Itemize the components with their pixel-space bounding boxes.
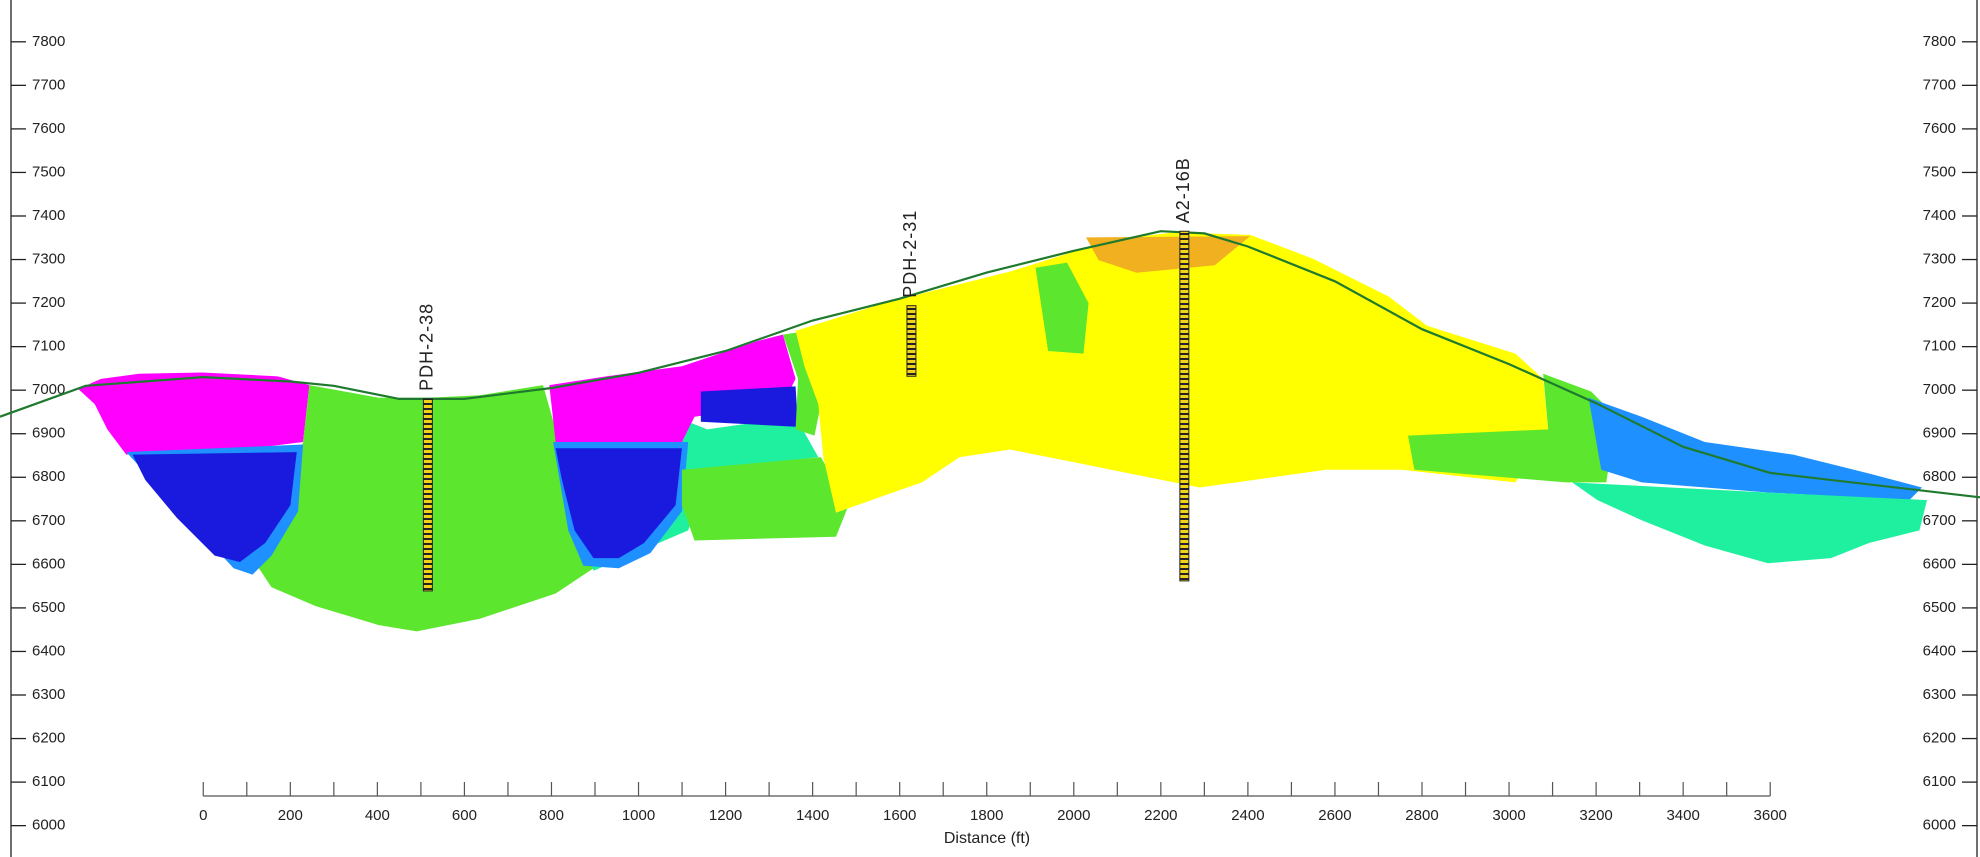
y-tick-label: 7600 — [32, 120, 65, 137]
x-tick-label: 1600 — [883, 807, 916, 824]
y-tick-label: 6600 — [1923, 555, 1956, 572]
zone-green — [1408, 373, 1617, 483]
zone-yellow — [795, 232, 1549, 513]
x-tick-label: 3000 — [1492, 807, 1525, 824]
zone-blue — [555, 448, 682, 559]
y-tick-label: 6200 — [1923, 730, 1956, 747]
y-tick-label: 6500 — [1923, 599, 1956, 616]
x-tick-label: 3600 — [1754, 807, 1787, 824]
y-tick-label: 6100 — [1923, 773, 1956, 790]
x-tick-label: 1200 — [709, 807, 742, 824]
x-tick-label: 2000 — [1057, 807, 1090, 824]
x-tick-label: 1000 — [622, 807, 655, 824]
y-tick-label: 6800 — [32, 468, 65, 485]
x-tick-label: 3200 — [1579, 807, 1612, 824]
zone-blue — [132, 452, 297, 562]
y-tick-label: 6600 — [32, 555, 65, 572]
y-tick-label: 7200 — [1923, 294, 1956, 311]
y-tick-label: 7400 — [1923, 207, 1956, 224]
x-tick-label: 1400 — [796, 807, 829, 824]
zone-orange — [1086, 236, 1251, 273]
drillhole-label: PDH-2-31 — [900, 210, 920, 298]
y-tick-label: 7700 — [32, 76, 65, 93]
drillhole — [1179, 230, 1190, 582]
zone-light-blue — [1588, 397, 1922, 501]
y-tick-label: 7800 — [1923, 33, 1956, 50]
y-tick-label: 7700 — [1923, 76, 1956, 93]
x-tick-label: 2600 — [1318, 807, 1351, 824]
y-tick-label: 6500 — [32, 599, 65, 616]
y-tick-label: 6000 — [32, 817, 65, 834]
y-tick-label: 7400 — [32, 207, 65, 224]
y-tick-label: 6400 — [1923, 642, 1956, 659]
y-tick-label: 7100 — [32, 338, 65, 355]
y-tick-label: 7200 — [32, 294, 65, 311]
zone-teal — [1572, 482, 1928, 564]
x-tick-label: 1800 — [970, 807, 1003, 824]
zone-green — [1035, 262, 1089, 354]
zone-magenta — [549, 334, 796, 442]
y-tick-label: 7500 — [32, 163, 65, 180]
zone-magenta — [78, 372, 310, 455]
y-tick-label: 6300 — [32, 686, 65, 703]
drillhole — [422, 398, 433, 592]
drillhole-label: PDH-2-38 — [417, 303, 437, 391]
zone-green — [681, 457, 849, 541]
y-tick-label: 7800 — [32, 33, 65, 50]
y-tick-label: 6400 — [32, 642, 65, 659]
y-tick-label: 7000 — [32, 381, 65, 398]
y-tick-label: 6000 — [1923, 817, 1956, 834]
x-axis-title: Distance (ft) — [944, 830, 1030, 847]
x-tick-label: 600 — [452, 807, 477, 824]
y-tick-label: 7100 — [1923, 338, 1956, 355]
y-tick-label: 6900 — [1923, 425, 1956, 442]
y-tick-label: 6700 — [32, 512, 65, 529]
y-tick-label: 7300 — [1923, 251, 1956, 268]
y-tick-label: 7600 — [1923, 120, 1956, 137]
x-tick-label: 800 — [539, 807, 564, 824]
x-tick-label: 200 — [278, 807, 303, 824]
y-tick-label: 7300 — [32, 251, 65, 268]
y-tick-label: 6300 — [1923, 686, 1956, 703]
y-tick-label: 7000 — [1923, 381, 1956, 398]
x-tick-label: 3400 — [1666, 807, 1699, 824]
x-tick-label: 2200 — [1144, 807, 1177, 824]
x-tick-label: 400 — [365, 807, 390, 824]
terrain-profile — [0, 230, 1980, 499]
block-model-zones — [78, 232, 1928, 632]
x-tick-label: 2800 — [1405, 807, 1438, 824]
y-tick-label: 6200 — [32, 730, 65, 747]
y-tick-label: 6900 — [32, 425, 65, 442]
y-tick-label: 6100 — [32, 773, 65, 790]
x-tick-label: 0 — [199, 807, 207, 824]
x-tick-label: 2400 — [1231, 807, 1264, 824]
drillhole-label: A2-16B — [1173, 157, 1193, 223]
y-tick-label: 6700 — [1923, 512, 1956, 529]
zone-blue — [700, 386, 799, 427]
y-tick-label: 6800 — [1923, 468, 1956, 485]
drillhole — [906, 305, 917, 377]
y-tick-label: 7500 — [1923, 163, 1956, 180]
